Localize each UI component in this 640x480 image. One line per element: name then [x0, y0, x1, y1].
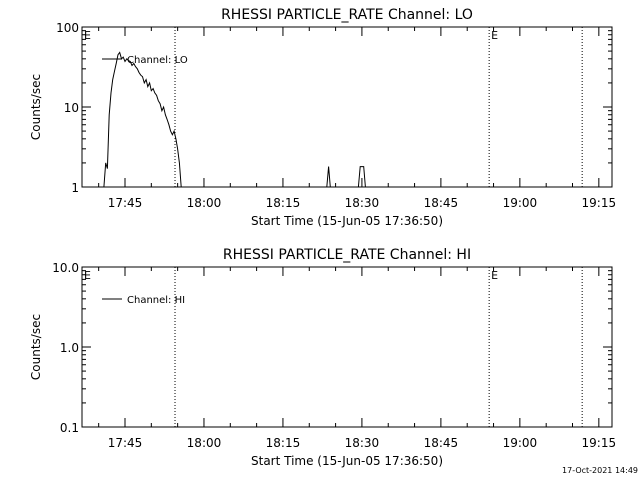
panel2-x-tick-label: 19:15: [582, 436, 617, 450]
panel2-x-tick-label: 18:00: [187, 436, 222, 450]
panel2-x-tick-label: 17:45: [108, 436, 143, 450]
panel2-y-tick-label: 10.0: [52, 261, 79, 275]
panel1-x-axis-label: Start Time (15-Jun-05 17:36:50): [251, 214, 443, 228]
panel1-y-tick-label: 1: [71, 181, 79, 195]
panel1-plot-frame: [81, 26, 613, 188]
panel2-x-tick-label: 18:15: [266, 436, 301, 450]
panel1-x-tick-label: 18:30: [345, 196, 380, 210]
panel1-x-tick-label: 17:45: [108, 196, 143, 210]
panel2-title: RHESSI PARTICLE_RATE Channel: HI: [223, 247, 471, 263]
panel1-x-tick-label: 18:00: [187, 196, 222, 210]
panel2-event-marker-label: E: [491, 269, 498, 282]
panel2-x-tick-label: 19:00: [503, 436, 538, 450]
panel1-title: RHESSI PARTICLE_RATE Channel: LO: [221, 7, 473, 23]
panel1-legend-label: Channel: LO: [127, 55, 188, 66]
panel2-x-tick-label: 18:30: [345, 436, 380, 450]
panel2-y-tick-label: 1.0: [60, 341, 79, 355]
panel2-event-marker-label: E: [84, 269, 91, 282]
footer-timestamp: 17-Oct-2021 14:49: [562, 466, 638, 475]
panel2-legend-label: Channel: HI: [127, 295, 185, 306]
panel1-x-tick-label: 18:15: [266, 196, 301, 210]
panel2-plot-frame: [81, 266, 613, 428]
panel1-y-axis-label: Counts/sec: [29, 74, 43, 140]
panel1-event-marker-label: E: [84, 29, 91, 42]
panel2-y-axis-label: Counts/sec: [29, 314, 43, 380]
panel1-x-tick-label: 19:00: [503, 196, 538, 210]
panel1-x-tick-label: 19:15: [582, 196, 617, 210]
panel1-series-line-1: [103, 51, 182, 188]
panel1-y-tick-label: 10: [64, 101, 79, 115]
panel2-x-axis-label: Start Time (15-Jun-05 17:36:50): [251, 454, 443, 468]
panel2-x-tick-label: 18:45: [424, 436, 459, 450]
panel1-y-tick-label: 100: [56, 21, 79, 35]
panel1-series-line-2: [326, 166, 331, 188]
panel1-series-line-3: [357, 166, 366, 188]
panel1-x-tick-label: 18:45: [424, 196, 459, 210]
panel1-event-marker-label: E: [491, 29, 498, 42]
panel2-y-tick-label: 0.1: [60, 421, 79, 435]
